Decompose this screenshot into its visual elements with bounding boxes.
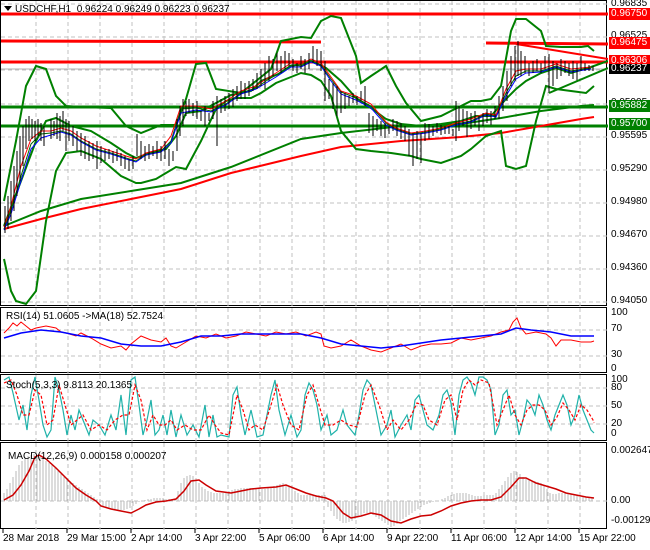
rsi-line [3,317,595,353]
stoch-tick: 100 [611,374,628,385]
bollinger-middle-band [3,59,608,227]
rsi-tick: 0 [611,363,617,374]
price-chart-svg [1,1,608,307]
macd-histogram [3,454,593,527]
ma-medium-line [3,104,595,227]
price-tick: 0.94980 [611,196,648,207]
rsi-tick: 30 [611,349,623,360]
time-tick: 12 Apr 14:00 [515,533,572,544]
trend-line-descending [515,43,608,60]
trend-line-ascending [548,67,608,94]
macd-title: MACD(12,26,9) 0.000158 0.000207 [8,451,167,462]
resistance-level-2b [485,41,608,46]
current-price-tag: 0.96237 [609,64,650,74]
price-tick: 0.96525 [611,30,648,41]
price-tick: 0.95290 [611,163,648,174]
stoch-tick: 80 [611,382,623,393]
triangle-down-icon[interactable] [4,6,12,12]
chart-header: USDCHF,H1 0.96224 0.96249 0.96223 0.9623… [4,4,230,15]
rsi-chart-svg [1,308,608,374]
time-tick: 2 Apr 14:00 [131,533,183,544]
rsi-tick: 100 [611,307,628,318]
stochastic-pane[interactable]: Stoch(5,3,3) 9.8113 20.1365 [0,374,608,442]
price-tick: 0.96835 [611,0,648,9]
main-price-pane[interactable]: USDCHF,H1 0.96224 0.96249 0.96223 0.9623… [0,0,608,307]
price-grid [1,1,608,307]
level-tag-support-1: 0.95882 [609,100,650,112]
time-tick: 9 Apr 22:00 [387,533,439,544]
ma-fast-blue [3,61,592,231]
symbol-label: USDCHF,H1 [15,4,72,15]
price-tick: 0.94050 [611,295,648,306]
macd-chart-svg [1,443,608,530]
rsi-title: RSI(14) 51.0605 ->MA(18) 52.7524 [6,311,164,322]
stoch-chart-svg [1,375,608,442]
time-tick: 3 Apr 22:00 [195,533,247,544]
rsi-pane[interactable]: RSI(14) 51.0605 ->MA(18) 52.7524 [0,307,608,374]
price-tick: 0.94670 [611,229,648,240]
time-tick: 11 Apr 06:00 [451,533,507,544]
resistance-level-2a [1,39,322,44]
ma-fast-green [3,60,592,230]
stoch-title: Stoch(5,3,3) 9.8113 20.1365 [6,380,133,391]
ma-fast-red [3,58,592,228]
price-tick: 0.94360 [611,262,648,273]
rsi-tick: 70 [611,323,623,334]
ohlc-values: 0.96224 0.96249 0.96223 0.96237 [76,4,230,15]
macd-tick: -0.001291 [611,515,650,526]
macd-tick: 0.00 [611,495,631,506]
time-tick: 6 Apr 14:00 [323,533,375,544]
price-tick: 0.95595 [611,130,648,141]
macd-tick: 0.002647 [611,445,650,456]
time-tick: 15 Apr 22:00 [579,533,636,544]
stoch-tick: 50 [611,400,623,411]
macd-pane[interactable]: MACD(12,26,9) 0.000158 0.000207 [0,442,608,530]
stoch-tick: 0 [611,428,617,439]
level-tag-support-2: 0.95700 [609,118,650,130]
rsi-ma-line [3,327,594,349]
level-tag-resistance-1: 0.96750 [609,8,650,20]
time-tick: 5 Apr 06:00 [259,533,311,544]
time-tick: 29 Mar 15:00 [67,533,126,544]
ma-slow-line [3,116,595,230]
stoch-tick: 20 [611,418,623,429]
macd-signal-line [3,454,595,524]
price-bars [4,41,594,233]
time-tick: 28 Mar 2018 [3,533,60,544]
stoch-d-line [3,379,595,436]
level-tag-resistance-2: 0.96475 [609,37,650,49]
bollinger-upper-band [3,14,595,202]
